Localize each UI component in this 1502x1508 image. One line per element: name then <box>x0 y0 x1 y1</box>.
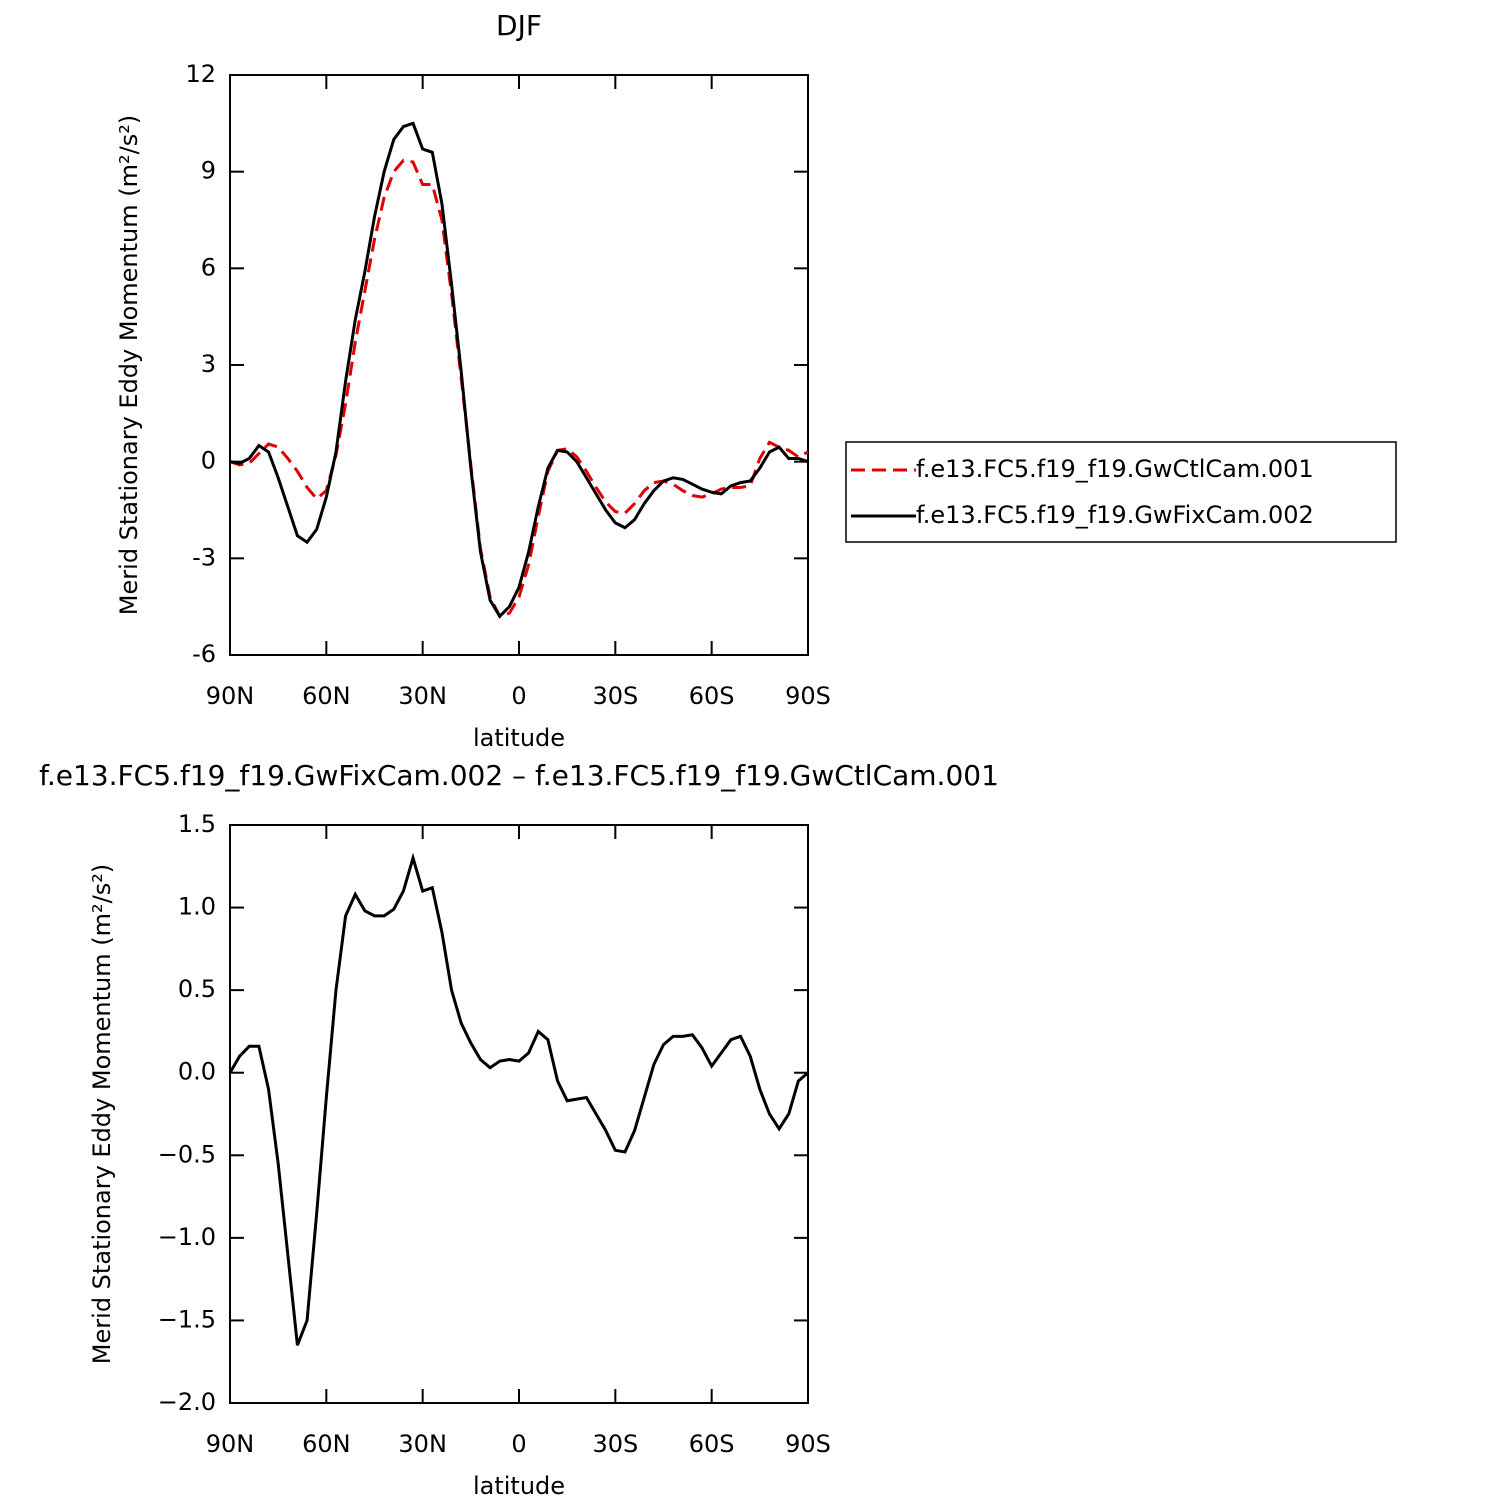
y-tick-label: 0.0 <box>178 1058 216 1086</box>
x-axis-label: latitude <box>473 724 565 752</box>
legend-label: f.e13.FC5.f19_f19.GwCtlCam.001 <box>916 455 1314 483</box>
data-line <box>229 158 809 619</box>
x-tick-label: 90N <box>206 682 255 710</box>
y-tick-label: 3 <box>201 350 216 378</box>
legend-box <box>845 441 1397 543</box>
y-tick-label: 0 <box>201 447 216 475</box>
chart-title: f.e13.FC5.f19_f19.GwFixCam.002 – f.e13.F… <box>39 759 999 792</box>
x-tick-label: 0 <box>511 1430 526 1458</box>
x-tick-label: 30S <box>592 682 638 710</box>
y-tick-label: 1.5 <box>178 810 216 838</box>
x-tick-label: 30S <box>592 1430 638 1458</box>
y-tick-label: 9 <box>201 157 216 185</box>
y-tick-label: 6 <box>201 253 216 281</box>
x-axis-label: latitude <box>473 1472 565 1500</box>
y-axis-label: Merid Stationary Eddy Momentum (m²/s²) <box>88 864 116 1364</box>
x-tick-label: 60N <box>302 682 351 710</box>
x-tick-label: 90N <box>206 1430 255 1458</box>
legend-label: f.e13.FC5.f19_f19.GwFixCam.002 <box>916 501 1314 529</box>
y-tick-label: 12 <box>185 60 216 88</box>
x-tick-label: 30N <box>398 682 447 710</box>
y-tick-label: -3 <box>192 543 216 571</box>
x-tick-label: 60S <box>689 1430 735 1458</box>
x-tick-label: 0 <box>511 682 526 710</box>
y-axis-label: Merid Stationary Eddy Momentum (m²/s²) <box>115 115 143 615</box>
y-tick-label: −1.0 <box>158 1223 216 1251</box>
x-tick-label: 30N <box>398 1430 447 1458</box>
data-line <box>229 121 809 619</box>
chart-title: DJF <box>496 9 542 42</box>
y-tick-label: 1.0 <box>178 893 216 921</box>
y-tick-label: 0.5 <box>178 975 216 1003</box>
y-tick-label: −2.0 <box>158 1388 216 1416</box>
y-tick-label: −1.5 <box>158 1305 216 1333</box>
x-tick-label: 90S <box>785 682 831 710</box>
plot-frame <box>229 824 809 1404</box>
data-line <box>228 852 809 1346</box>
x-tick-label: 60N <box>302 1430 351 1458</box>
x-tick-label: 90S <box>785 1430 831 1458</box>
y-tick-label: −0.5 <box>158 1140 216 1168</box>
y-tick-label: -6 <box>192 640 216 668</box>
plot-frame <box>229 74 809 656</box>
x-tick-label: 60S <box>689 682 735 710</box>
